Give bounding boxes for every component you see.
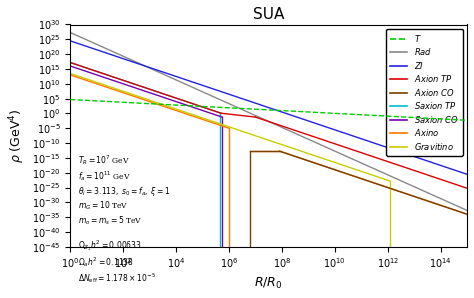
Text: $T_R = 10^7$ GeV
$f_a = 10^{11}$ GeV
$\theta_i = 3.113,\; s_0 = f_a,\; \xi = 1$
: $T_R = 10^7$ GeV $f_a = 10^{11}$ GeV $\t…	[78, 153, 171, 285]
Y-axis label: $\rho$ (GeV$^4$): $\rho$ (GeV$^4$)	[7, 108, 27, 163]
Title: SUA: SUA	[253, 7, 284, 22]
Legend: $T$, $Rad$, $ZI$, $Axion$ $TP$, $Axion$ $CO$, $Saxion$ $TP$, $Saxion$ $CO$, $Axi: $T$, $Rad$, $ZI$, $Axion$ $TP$, $Axion$ …	[386, 29, 463, 156]
X-axis label: $R/R_0$: $R/R_0$	[255, 276, 283, 291]
